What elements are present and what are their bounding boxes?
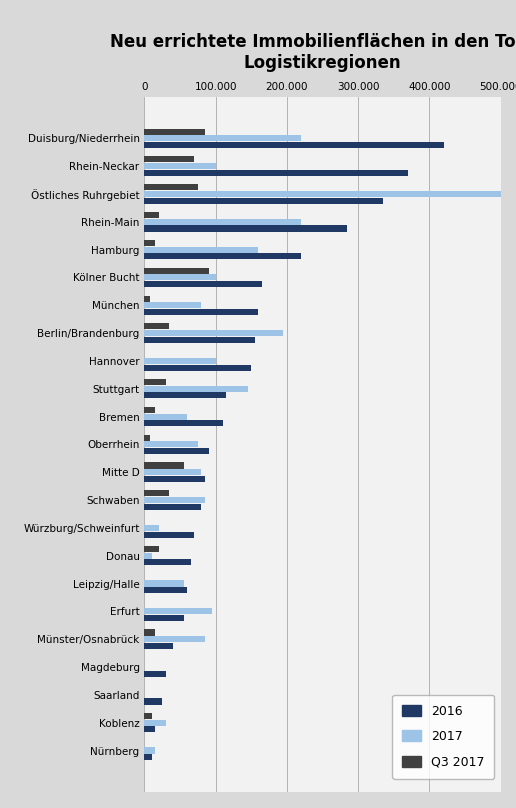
Bar [144,462,184,469]
Legend: 2016, 2017, Q3 2017: 2016, 2017, Q3 2017 [392,695,494,779]
Bar [144,184,198,191]
Bar [144,364,251,371]
Bar [144,219,301,225]
Bar [144,267,208,274]
Bar [144,490,169,496]
Bar [144,713,152,719]
Bar [144,198,383,204]
Bar [144,225,347,232]
Bar [144,720,166,726]
Bar [144,559,191,566]
Bar [144,170,408,176]
Bar [144,128,205,135]
Bar [144,587,187,593]
Bar [144,726,155,732]
Bar [144,469,201,475]
Bar [144,253,301,259]
Title: Neu errichtete Immobilienflächen in den Top-
Logistikregionen: Neu errichtete Immobilienflächen in den … [110,33,516,72]
Bar [144,393,227,398]
Bar [144,358,216,364]
Bar [144,157,195,162]
Bar [144,240,155,246]
Bar [144,629,155,636]
Bar [144,212,159,218]
Bar [144,525,159,531]
Bar [144,246,259,253]
Bar [144,135,301,141]
Bar [144,754,152,760]
Bar [144,330,283,336]
Bar [144,379,166,385]
Bar [144,636,205,642]
Bar [144,420,223,427]
Bar [144,296,150,301]
Bar [144,546,159,552]
Bar [144,497,205,503]
Bar [144,309,259,315]
Bar [144,532,195,537]
Bar [144,643,173,649]
Bar [144,163,216,169]
Bar [144,385,248,392]
Bar [144,441,198,448]
Bar [144,275,216,280]
Bar [144,435,150,441]
Bar [144,337,255,343]
Bar [144,671,166,677]
Bar [144,448,208,454]
Bar [144,580,184,587]
Bar [144,281,262,287]
Bar [144,302,201,309]
Bar [144,323,169,330]
Bar [144,747,155,754]
Bar [144,615,184,621]
Bar [144,698,162,705]
Bar [144,142,444,148]
Bar [144,407,155,413]
Bar [144,191,508,197]
Bar [144,414,187,419]
Bar [144,553,152,559]
Bar [144,476,205,482]
Bar [144,503,201,510]
Bar [144,608,212,614]
